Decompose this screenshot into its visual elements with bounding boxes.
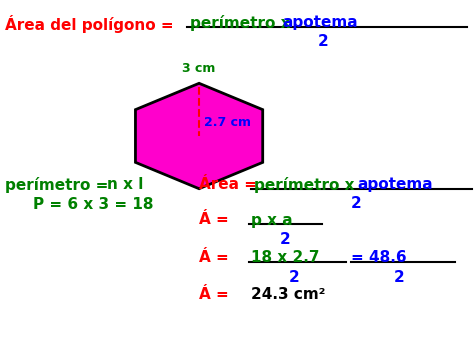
Text: p x a: p x a (251, 212, 293, 227)
Text: perímetro =: perímetro = (5, 177, 113, 193)
Text: n x l: n x l (107, 177, 143, 192)
Text: 2: 2 (351, 195, 362, 210)
Text: Área =: Área = (199, 177, 262, 192)
Text: Á =: Á = (199, 287, 234, 302)
Text: = 48.6: = 48.6 (351, 250, 406, 265)
Text: 24.3 cm²: 24.3 cm² (251, 287, 326, 302)
Text: apotema: apotema (282, 15, 358, 30)
Text: Á =: Á = (199, 212, 234, 227)
Text: 2: 2 (280, 232, 291, 247)
Text: perímetro x: perímetro x (190, 15, 295, 31)
Polygon shape (136, 83, 263, 189)
Text: perímetro x: perímetro x (254, 177, 359, 193)
Text: 3 cm: 3 cm (182, 62, 216, 75)
Text: Á =: Á = (199, 250, 234, 265)
Text: 18 x 2.7: 18 x 2.7 (251, 250, 320, 265)
Text: Área del polígono =: Área del polígono = (5, 15, 179, 33)
Text: P = 6 x 3 = 18: P = 6 x 3 = 18 (33, 197, 154, 212)
Text: apotema: apotema (358, 177, 434, 192)
Text: 2: 2 (393, 270, 404, 285)
Text: 2: 2 (289, 270, 300, 285)
Text: 2.7 cm: 2.7 cm (204, 116, 251, 129)
Text: 2: 2 (318, 34, 328, 49)
